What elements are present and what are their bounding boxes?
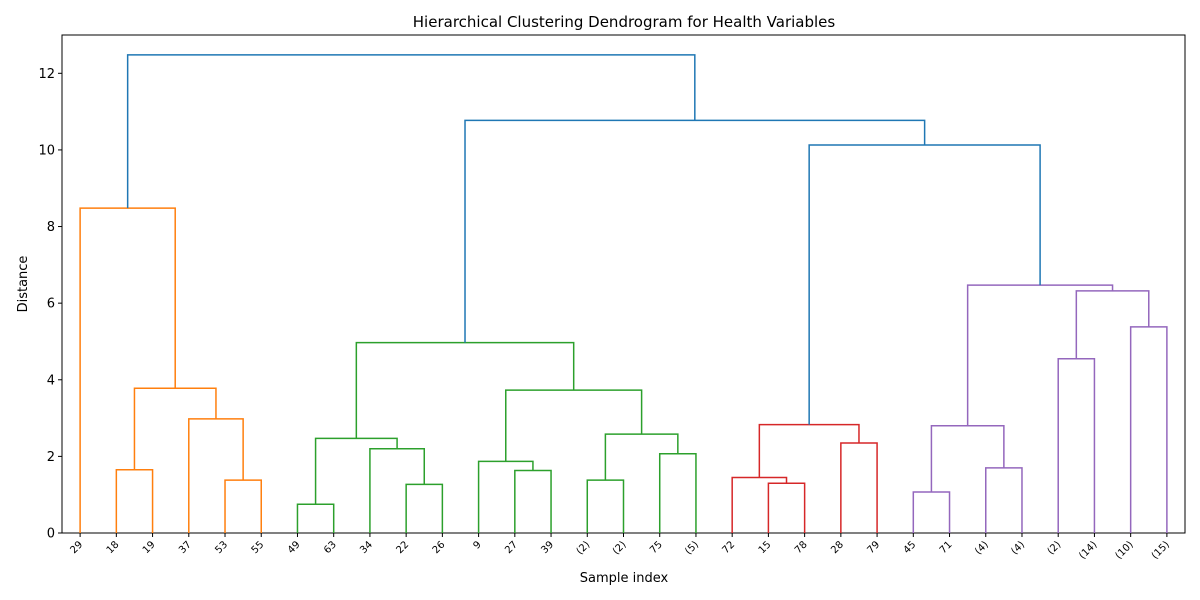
leaf-label: 45 (902, 539, 919, 556)
leaf-label: 79 (865, 539, 882, 556)
dendrogram-link-b2 (464, 119, 926, 343)
leaf-label: 78 (793, 539, 810, 556)
leaf-label: 39 (539, 539, 556, 556)
leaf-label: (15) (1150, 539, 1172, 561)
dendrogram-link-g6 (477, 460, 534, 533)
leaf-label: 19 (141, 539, 158, 556)
y-axis-title: Distance (16, 256, 31, 313)
dendrogram-link-g5 (514, 469, 552, 533)
dendrogram-link-g9 (604, 433, 679, 481)
leaf-label: (2) (575, 539, 593, 557)
dendrogram-link-g3 (369, 447, 426, 533)
dendrogram-link-p1 (912, 491, 951, 533)
y-tick-label: 0 (47, 527, 55, 542)
y-tick-label: 2 (47, 450, 55, 465)
dendrogram-link-r1 (767, 482, 806, 533)
dendrogram-links (79, 54, 1168, 533)
dendrogram-link-g1 (296, 503, 335, 533)
dendrogram-link-r2 (731, 476, 788, 533)
leaf-label: 75 (648, 539, 665, 556)
leaf-label: (5) (683, 539, 701, 557)
leaf-label: 29 (68, 539, 85, 556)
leaf-label: 18 (105, 539, 122, 556)
y-tick-label: 8 (47, 220, 55, 235)
leaf-label: 55 (250, 539, 267, 556)
x-axis-title: Sample index (580, 571, 669, 586)
dendrogram-link-p7 (966, 284, 1114, 426)
dendrogram-link-g2 (405, 483, 444, 533)
y-tick-label: 10 (38, 143, 55, 158)
leaf-label: (10) (1113, 539, 1135, 561)
leaf-label: (4) (973, 539, 991, 557)
chart-title: Hierarchical Clustering Dendrogram for H… (413, 13, 836, 31)
dendrogram-link-g8 (658, 452, 697, 533)
leaf-label: 72 (721, 539, 738, 556)
y-tick-label: 12 (38, 67, 55, 82)
leaf-label: 53 (213, 539, 230, 556)
leaf-label: (2) (611, 539, 629, 557)
dendrogram-link-o3 (188, 418, 244, 533)
dendrogram-link-p4 (1057, 357, 1096, 533)
dendrogram-link-p2 (985, 467, 1023, 533)
dendrogram-link-b3 (126, 54, 696, 209)
leaf-label: 27 (503, 539, 520, 556)
dendrogram-link-o1 (115, 469, 154, 533)
leaf-label: 37 (177, 539, 194, 556)
leaf-label: 71 (938, 539, 955, 556)
dendrogram-link-p3 (930, 424, 1005, 493)
dendrogram-link-r3 (840, 442, 878, 533)
dendrogram-link-r4 (758, 423, 860, 478)
leaf-label: 49 (286, 539, 303, 556)
plot-area-frame (61, 34, 1186, 534)
dendrogram-link-g7 (586, 479, 625, 533)
leaf-label: 22 (394, 539, 411, 556)
dendrogram-link-o2 (224, 479, 262, 533)
dendrogram-link-o5 (79, 207, 176, 533)
leaf-label: (14) (1077, 539, 1099, 561)
leaf-label: 15 (757, 539, 774, 556)
y-tick-label: 6 (47, 297, 55, 312)
leaf-label: 63 (322, 539, 339, 556)
leaf-label: 9 (471, 539, 483, 551)
leaf-label: (2) (1046, 539, 1064, 557)
dendrogram-link-p5 (1129, 326, 1168, 533)
dendrogram-link-p6 (1075, 290, 1150, 359)
y-axis: 0 2 4 6 8 10 12 (38, 67, 62, 542)
leaf-label: 34 (358, 539, 375, 556)
leaf-label: 28 (829, 539, 846, 556)
dendrogram-link-o4 (133, 387, 217, 470)
dendrogram-link-g11 (355, 341, 575, 439)
y-tick-label: 4 (47, 373, 55, 388)
leaf-label: 26 (431, 539, 448, 556)
x-axis: 29 18 19 37 53 55 49 63 34 22 26 9 27 39 (2) (2) 75 (5) 72… (68, 533, 1172, 562)
leaf-label: (4) (1009, 539, 1027, 557)
dendrogram-link-g10 (505, 389, 643, 462)
